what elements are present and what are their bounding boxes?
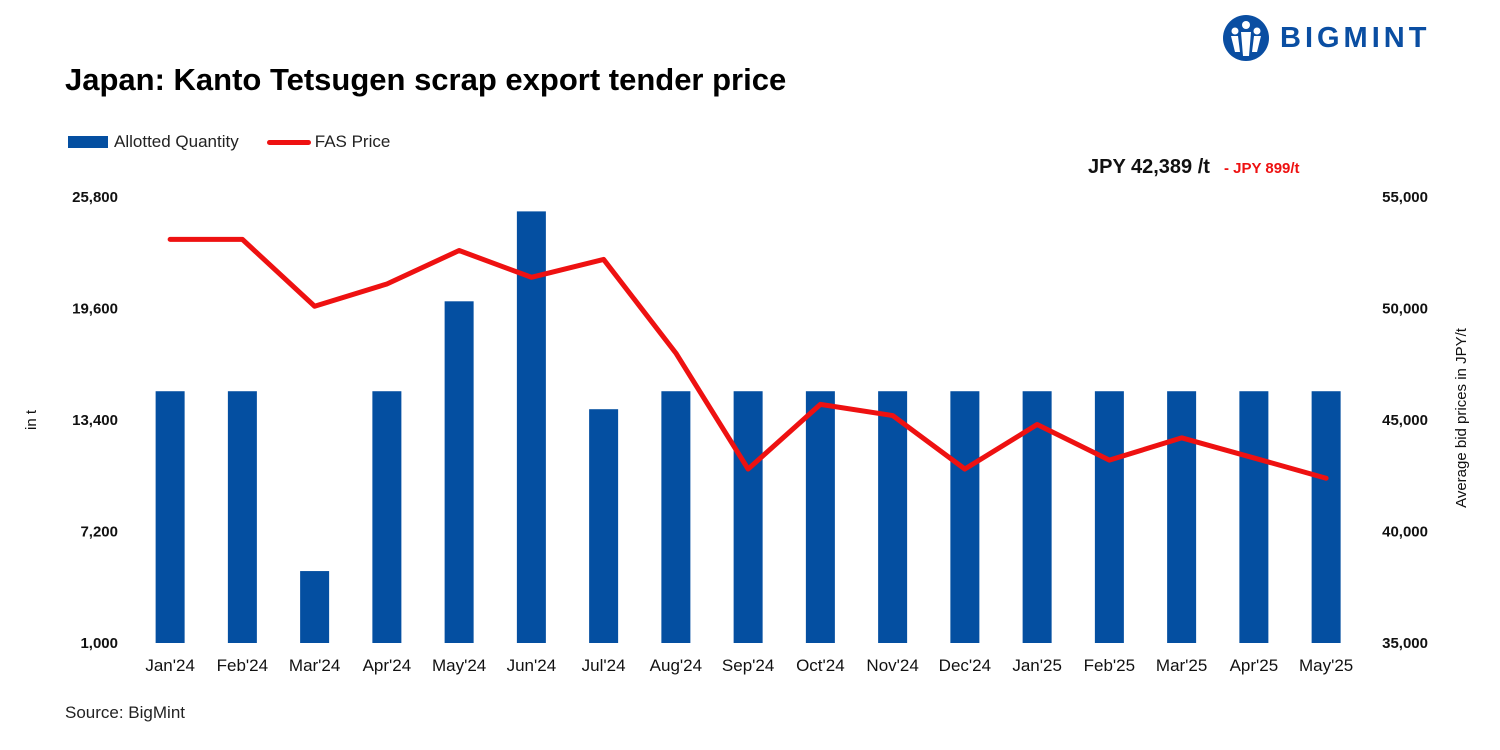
legend-label-allotted-quantity: Allotted Quantity: [114, 132, 239, 151]
y-axis-left-ticks: 1,000 7,200 13,400 19,600 25,800: [72, 189, 118, 652]
y-right-tick-label: 35,000: [1382, 635, 1428, 652]
x-tick-label: Mar'24: [289, 656, 340, 675]
y-axis-right-label: Average bid prices in JPY/t: [1453, 327, 1470, 508]
bar-Feb'25: [1094, 391, 1124, 643]
x-tick-label: May'24: [432, 656, 486, 675]
x-axis-ticks: Jan'24 Feb'24 Mar'24 Apr'24 May'24 Jun'24 Jul'…: [145, 656, 1353, 675]
bar-Dec'24: [950, 391, 980, 643]
bar-Nov'24: [878, 391, 908, 643]
bigmint-logo: BIGMINT: [1222, 14, 1430, 62]
y-axis-left-label: in t: [23, 409, 40, 430]
bar-Jul'24: [589, 409, 619, 643]
y-right-tick-label: 50,000: [1382, 301, 1428, 318]
y-left-tick-label: 13,400: [72, 412, 118, 429]
bar-Apr'24: [372, 391, 402, 643]
bar-Apr'25: [1239, 391, 1269, 643]
bar-Oct'24: [805, 391, 835, 643]
bar-May'25: [1311, 391, 1341, 643]
y-left-tick-label: 19,600: [72, 301, 118, 318]
bar-Sep'24: [733, 391, 763, 643]
x-tick-label: Jan'25: [1012, 656, 1062, 675]
x-tick-label: Jan'24: [145, 656, 195, 675]
bar-Mar'25: [1167, 391, 1197, 643]
logo-text: BIGMINT: [1280, 21, 1431, 54]
latest-price-value: JPY 42,389 /t: [1088, 156, 1210, 178]
bar-Feb'24: [227, 391, 257, 643]
bigmint-logo-icon: [1223, 15, 1269, 61]
x-tick-label: Mar'25: [1156, 656, 1207, 675]
x-tick-label: May'25: [1299, 656, 1353, 675]
x-tick-label: Apr'24: [363, 656, 412, 675]
latest-price-annotation: JPY 42,389 /t - JPY 899/t: [1088, 156, 1300, 179]
legend-item-allotted-quantity: Allotted Quantity: [68, 132, 239, 152]
x-tick-label: Feb'25: [1084, 656, 1135, 675]
bar-May'24: [444, 301, 474, 643]
x-tick-label: Dec'24: [939, 656, 991, 675]
x-tick-label: Sep'24: [722, 656, 774, 675]
bar-Mar'24: [300, 571, 330, 643]
bar-Jan'24: [155, 391, 185, 643]
y-left-tick-label: 1,000: [80, 635, 118, 652]
line-series-fas-price: [167, 236, 1329, 481]
bar-series-allotted-quantity: [155, 211, 1341, 644]
x-tick-label: Aug'24: [650, 656, 702, 675]
x-tick-label: Feb'24: [217, 656, 268, 675]
y-right-tick-label: 40,000: [1382, 524, 1428, 541]
y-left-tick-label: 7,200: [80, 524, 118, 541]
x-tick-label: Jul'24: [582, 656, 626, 675]
source-note: Source: BigMint: [65, 703, 185, 722]
y-left-tick-label: 25,800: [72, 189, 118, 206]
latest-price-change: - JPY 899/t: [1223, 160, 1300, 177]
chart-legend: Allotted Quantity FAS Price: [68, 132, 418, 152]
x-tick-label: Oct'24: [796, 656, 845, 675]
legend-item-fas-price: FAS Price: [266, 132, 391, 152]
legend-label-fas-price: FAS Price: [314, 132, 391, 151]
x-tick-label: Jun'24: [507, 656, 557, 675]
bar-Aug'24: [661, 391, 691, 643]
x-tick-label: Apr'25: [1230, 656, 1279, 675]
bar-Jun'24: [516, 211, 546, 644]
legend-swatch-bar: [68, 136, 108, 148]
y-axis-right-ticks: 35,000 40,000 45,000 50,000 55,000: [1382, 189, 1428, 652]
y-right-tick-label: 55,000: [1382, 189, 1428, 206]
chart-title: Japan: Kanto Tetsugen scrap export tende…: [65, 62, 787, 97]
y-right-tick-label: 45,000: [1382, 412, 1428, 429]
legend-swatch-line: [266, 139, 311, 145]
x-tick-label: Nov'24: [866, 656, 918, 675]
